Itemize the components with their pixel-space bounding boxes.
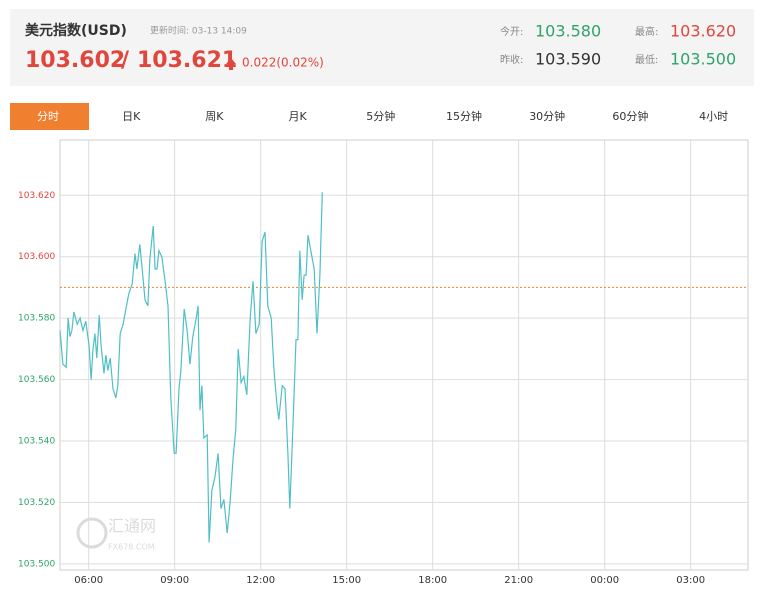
watermark: 汇通网 FX678.COM — [76, 517, 156, 552]
tab[interactable]: 周K — [205, 110, 224, 123]
up-arrow — [226, 58, 236, 70]
tab[interactable]: 日K — [122, 110, 141, 123]
tab[interactable]: 15分钟 — [446, 109, 482, 123]
tab[interactable]: 5分钟 — [366, 109, 395, 123]
watermark-name: 汇通网 — [108, 517, 156, 536]
x-tick-label: 03:00 — [676, 575, 705, 586]
y-tick-label: 103.520 — [18, 498, 55, 508]
tab[interactable]: 60分钟 — [612, 109, 648, 123]
ask: 103.621 — [137, 48, 237, 73]
stat-value: 103.580 — [535, 22, 601, 41]
x-tick-label: 18:00 — [418, 575, 447, 586]
x-tick-label: 06:00 — [74, 575, 103, 586]
tab[interactable]: 分时 — [37, 110, 59, 123]
y-tick-label: 103.600 — [18, 252, 55, 262]
x-tick-label: 15:00 — [332, 575, 361, 586]
y-tick-label: 103.560 — [18, 375, 55, 385]
y-tick-label: 103.500 — [18, 559, 55, 569]
stat-label: 最高: — [635, 25, 658, 38]
x-tick-label: 21:00 — [504, 575, 533, 586]
header-box — [10, 9, 754, 86]
stat-label: 昨收: — [500, 53, 523, 66]
x-tick-label: 09:00 — [160, 575, 189, 586]
y-tick-label: 103.540 — [18, 437, 55, 447]
watermark-logo — [76, 517, 108, 549]
y-tick-label: 103.620 — [18, 191, 55, 201]
separator: / — [121, 48, 130, 73]
stat-value: 103.620 — [670, 22, 736, 41]
tab[interactable]: 月K — [288, 110, 307, 123]
bid: 103.602 — [25, 48, 125, 73]
title: 美元指数(USD) — [25, 22, 127, 39]
tab[interactable]: 4小时 — [699, 110, 728, 123]
watermark-site: FX678.COM — [108, 543, 155, 552]
stat-label: 今开: — [500, 25, 523, 38]
stat-label: 最低: — [635, 53, 658, 66]
tab[interactable]: 30分钟 — [529, 109, 565, 123]
price-line — [59, 192, 323, 543]
y-tick-label: 103.580 — [18, 314, 55, 324]
active-tab-bg — [10, 103, 89, 130]
x-tick-label: 00:00 — [590, 575, 619, 586]
stat-value: 103.590 — [535, 50, 601, 69]
change: 0.022(0.02%) — [242, 56, 324, 70]
plot-frame — [59, 139, 749, 571]
stat-value: 103.500 — [670, 50, 736, 69]
x-tick-label: 12:00 — [246, 575, 275, 586]
update-time: 更新时间: 03-13 14:09 — [150, 25, 247, 37]
